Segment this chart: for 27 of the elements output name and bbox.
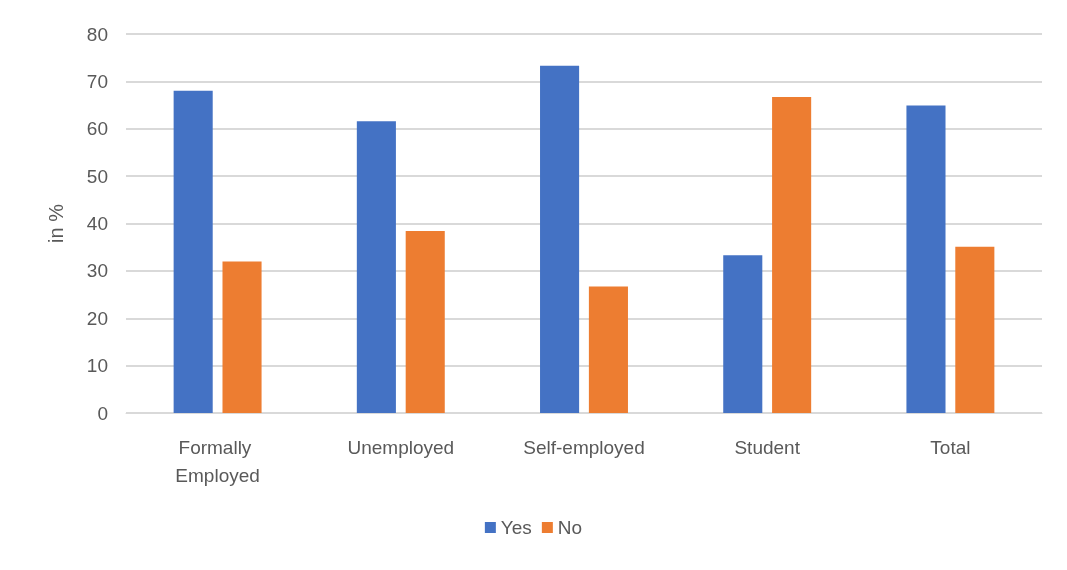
y-tick-label: 20: [86, 307, 108, 329]
bar: [772, 97, 812, 413]
y-axis-title: in %: [45, 203, 67, 243]
bar: [588, 286, 628, 413]
y-tick-label: 80: [86, 23, 108, 45]
legend-label: No: [557, 517, 583, 538]
y-tick-label: 0: [97, 402, 108, 424]
x-tick-label: Self-employed: [523, 436, 645, 458]
legend-label: Yes: [500, 517, 532, 538]
y-tick-label: 30: [86, 260, 108, 282]
y-tick-label: 50: [86, 165, 108, 187]
bar: [173, 90, 213, 413]
x-tick-label: Formally Employed: [175, 436, 260, 486]
x-tick-label: Unemployed: [347, 436, 455, 458]
bar: [723, 255, 763, 413]
bar: [222, 261, 262, 413]
bar: [955, 246, 995, 413]
y-tick-label: 60: [86, 118, 108, 140]
y-tick-label: 10: [86, 355, 108, 377]
bar: [405, 231, 445, 413]
bar: [356, 121, 396, 413]
bar: [906, 105, 946, 413]
bar: [540, 65, 580, 413]
y-tick-label: 70: [86, 70, 108, 92]
x-tick-label: Total: [930, 436, 971, 458]
y-tick-label: 40: [86, 213, 108, 234]
x-tick-label: Student: [734, 436, 801, 458]
